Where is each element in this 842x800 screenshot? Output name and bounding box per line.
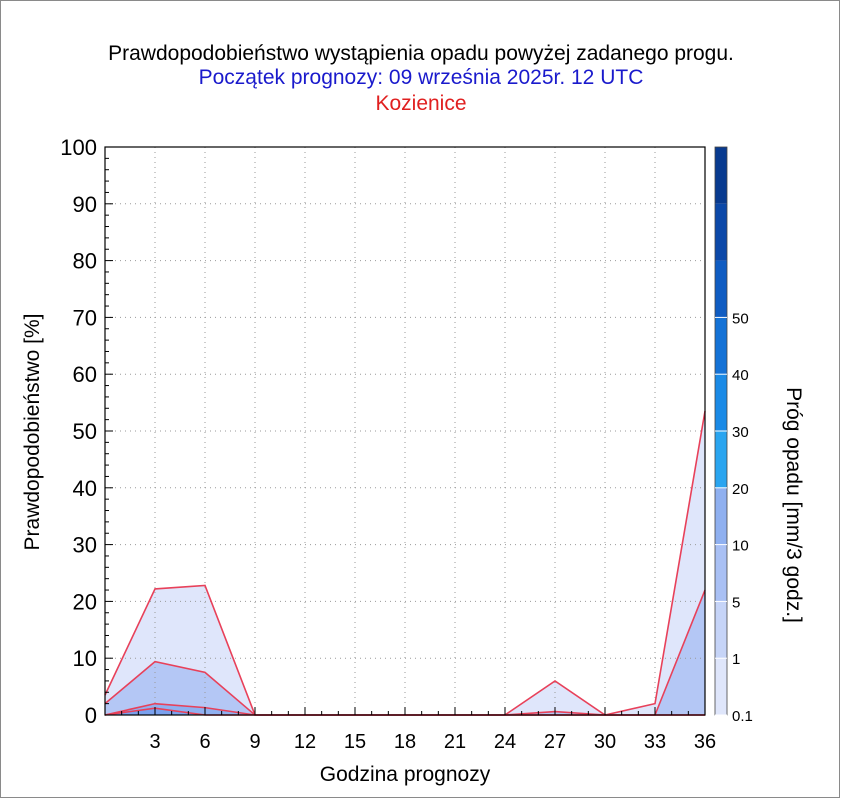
colorbar-band-0_1 [715, 658, 727, 715]
y-tick-label-70: 70 [73, 305, 97, 330]
y-tick-label-50: 50 [73, 419, 97, 444]
y-tick-label-80: 80 [73, 249, 97, 274]
x-tick-label-30: 30 [594, 731, 616, 753]
x-tick-label-3: 3 [149, 731, 160, 753]
colorbar-label: Próg opadu [mm/3 godz.] [782, 387, 805, 623]
colorbar-tick-label-5: 5 [732, 594, 740, 611]
chart-subtitle: Początek prognozy: 09 września 2025r. 12… [198, 66, 644, 89]
y-tick-label-20: 20 [73, 589, 97, 614]
colorbar-band-40 [715, 317, 727, 375]
colorbar-tick-label-10: 10 [732, 538, 749, 555]
colorbar: 0.1 1 5 10 20 30 40 50 [714, 146, 753, 725]
colorbar-tick-label-40: 40 [732, 367, 749, 384]
x-tick-label-33: 33 [644, 731, 666, 753]
chart-location: Kozienice [375, 92, 467, 115]
y-axis-label: Prawdopodobieństwo [%] [21, 314, 44, 551]
x-tick-label-9: 9 [249, 731, 260, 753]
colorbar-tick-label-20: 20 [732, 481, 749, 498]
colorbar-tick-label-1: 1 [732, 651, 740, 668]
x-tick-label-24: 24 [494, 731, 516, 753]
y-tick-label-30: 30 [73, 533, 97, 558]
chart-title: Prawdopodobieństwo wystąpienia opadu pow… [108, 42, 734, 65]
x-tick-label-21: 21 [444, 731, 466, 753]
x-axis-label: Godzina prognozy [320, 763, 491, 786]
plot-areas [105, 411, 705, 715]
x-tick-label-15: 15 [344, 731, 366, 753]
colorbar-tick-label-0_1: 0.1 [732, 708, 753, 725]
colorbar-band-10 [715, 487, 727, 545]
y-tick-label-40: 40 [73, 476, 97, 501]
plot-axes: 3 6 9 12 15 18 21 24 27 30 33 360102030405060708090… [60, 135, 716, 753]
area-threshold-1 [105, 590, 705, 715]
area-threshold-10 [105, 708, 705, 715]
y-tick-label-90: 90 [73, 192, 97, 217]
colorbar-band-5 [715, 544, 727, 602]
colorbar-band-1 [715, 601, 727, 659]
x-tick-label-6: 6 [199, 731, 210, 753]
colorbar-tick-label-30: 30 [732, 424, 749, 441]
y-tick-label-0: 0 [85, 703, 97, 728]
x-tick-label-27: 27 [544, 731, 566, 753]
colorbar-band-60 [715, 203, 727, 261]
y-tick-label-100: 100 [60, 135, 97, 160]
x-tick-label-18: 18 [394, 731, 416, 753]
colorbar-band-70 [715, 147, 727, 204]
y-tick-label-10: 10 [73, 646, 97, 671]
colorbar-band-20 [715, 431, 727, 488]
area-threshold-0_1 [105, 411, 705, 715]
x-tick-label-36: 36 [694, 731, 716, 753]
y-tick-label-60: 60 [73, 362, 97, 387]
colorbar-band-30 [715, 374, 727, 431]
x-tick-label-12: 12 [294, 731, 316, 753]
colorbar-band-50 [715, 260, 727, 318]
colorbar-tick-label-50: 50 [732, 310, 749, 327]
